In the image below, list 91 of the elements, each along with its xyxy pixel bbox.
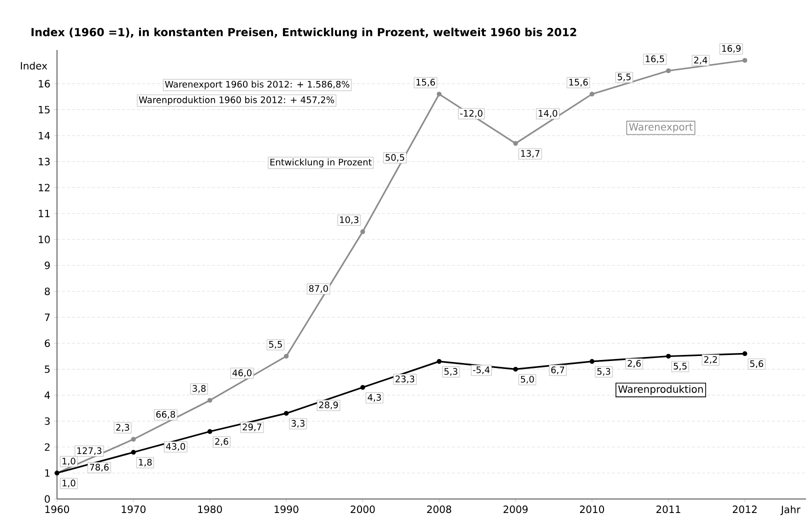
y-tick-label: 10 [38,236,50,244]
annotation: 78,6 [90,464,109,472]
point [131,450,136,455]
point [742,351,748,356]
data-label: 13,7 [521,150,540,158]
data-label: 2,6 [215,438,228,446]
x-tick-label: 1960 [45,506,70,514]
data-label: 16,9 [722,45,741,53]
data-label: 5,6 [750,360,764,368]
y-tick-label: 11 [38,210,50,218]
annotation: 23,3 [396,376,414,384]
data-label: 1,0 [62,480,76,488]
point [436,359,442,364]
annotation: 127,3 [77,447,102,456]
annotation: Entwicklung in Prozent [270,158,372,168]
data-label: 3,8 [192,385,206,393]
annotation: 29,7 [242,424,262,432]
point [284,410,289,416]
y-tick-label: 7 [44,314,50,321]
y-tick-label: 15 [38,106,50,114]
y-axis-title: Index [20,62,48,70]
point [131,436,136,442]
data-label: 1,0 [62,458,76,466]
annotation: 6,7 [551,366,564,374]
data-label: 5,5 [674,362,687,370]
y-tick-label: 14 [38,132,50,140]
data-label: 5,0 [520,376,534,384]
point [666,354,671,359]
y-tick-label: 4 [44,392,50,399]
point [360,229,366,234]
y-tick-label: 2 [44,443,50,451]
x-tick-label: 2012 [732,506,757,514]
x-tick-label: 2008 [427,506,452,514]
x-axis-title: Jahr [780,506,800,516]
x-tick-label: 2000 [350,506,375,514]
text: Warenproduktion [618,385,703,395]
point [436,92,442,97]
data-label: 15,6 [569,78,588,87]
annotation: Warenproduktion 1960 bis 2012: + 457,2% [138,96,334,105]
point [207,398,212,403]
data-label: 5,3 [597,368,610,376]
y-tick-label: 6 [44,339,50,348]
annotation: 28,9 [319,401,338,410]
point [513,141,518,146]
annotation: 66,8 [156,410,176,419]
point [666,68,671,74]
chart-title: Index (1960 =1), in konstanten Preisen, Entwicklung in Prozent, weltweit 1960 bis 2012 [32,28,576,38]
point [590,92,594,97]
x-tick-label: 2011 [656,506,680,514]
point [284,354,289,359]
data-label: 5,5 [269,341,282,349]
x-tick-label: 2009 [504,506,528,514]
point [360,384,366,390]
y-tick-label: 5 [44,366,50,373]
annotation: 43,0 [166,443,186,451]
annotation: Warenexport 1960 bis 2012: + 1.586,8% [164,80,350,90]
annotation: -5,4 [473,366,490,374]
point [513,366,518,372]
data-label: 2,3 [116,424,130,432]
x-tick-label: 1970 [122,506,146,514]
y-tick-label: 9 [44,262,50,270]
y-tick-label: 12 [38,184,50,192]
data-label: 4,3 [368,394,381,402]
data-label: 10,3 [340,216,358,224]
data-label: 5,3 [444,368,458,376]
text: Warenexport [629,123,693,133]
point [590,359,594,364]
data-label: 16,5 [646,55,664,64]
y-tick-label: 1 [45,469,50,477]
data-label: 3,3 [292,420,304,428]
annotation: 2,2 [704,356,717,364]
annotation: 50,5 [386,154,404,162]
annotation: 2,6 [628,360,641,368]
annotation: -12,0 [460,110,482,118]
point [207,429,212,434]
data-label: 15,6 [416,78,435,87]
annotation: 87,0 [309,285,328,293]
annotation: 5,5 [618,74,631,82]
y-tick-label: 0 [44,495,50,503]
annotation: 2,4 [694,56,708,64]
y-tick-label: 8 [44,288,50,296]
x-tick-label: 1990 [274,506,298,514]
annotation: 14,0 [538,110,558,118]
data-label: 1,8 [139,458,152,467]
x-tick-label: 1980 [198,506,222,514]
annotation: 46,0 [232,369,252,378]
x-tick-label: 2010 [580,506,604,514]
y-tick-label: 3 [44,417,50,425]
y-tick-label: 16 [38,80,50,88]
point [742,58,748,63]
y-tick-label: 13 [38,158,50,166]
